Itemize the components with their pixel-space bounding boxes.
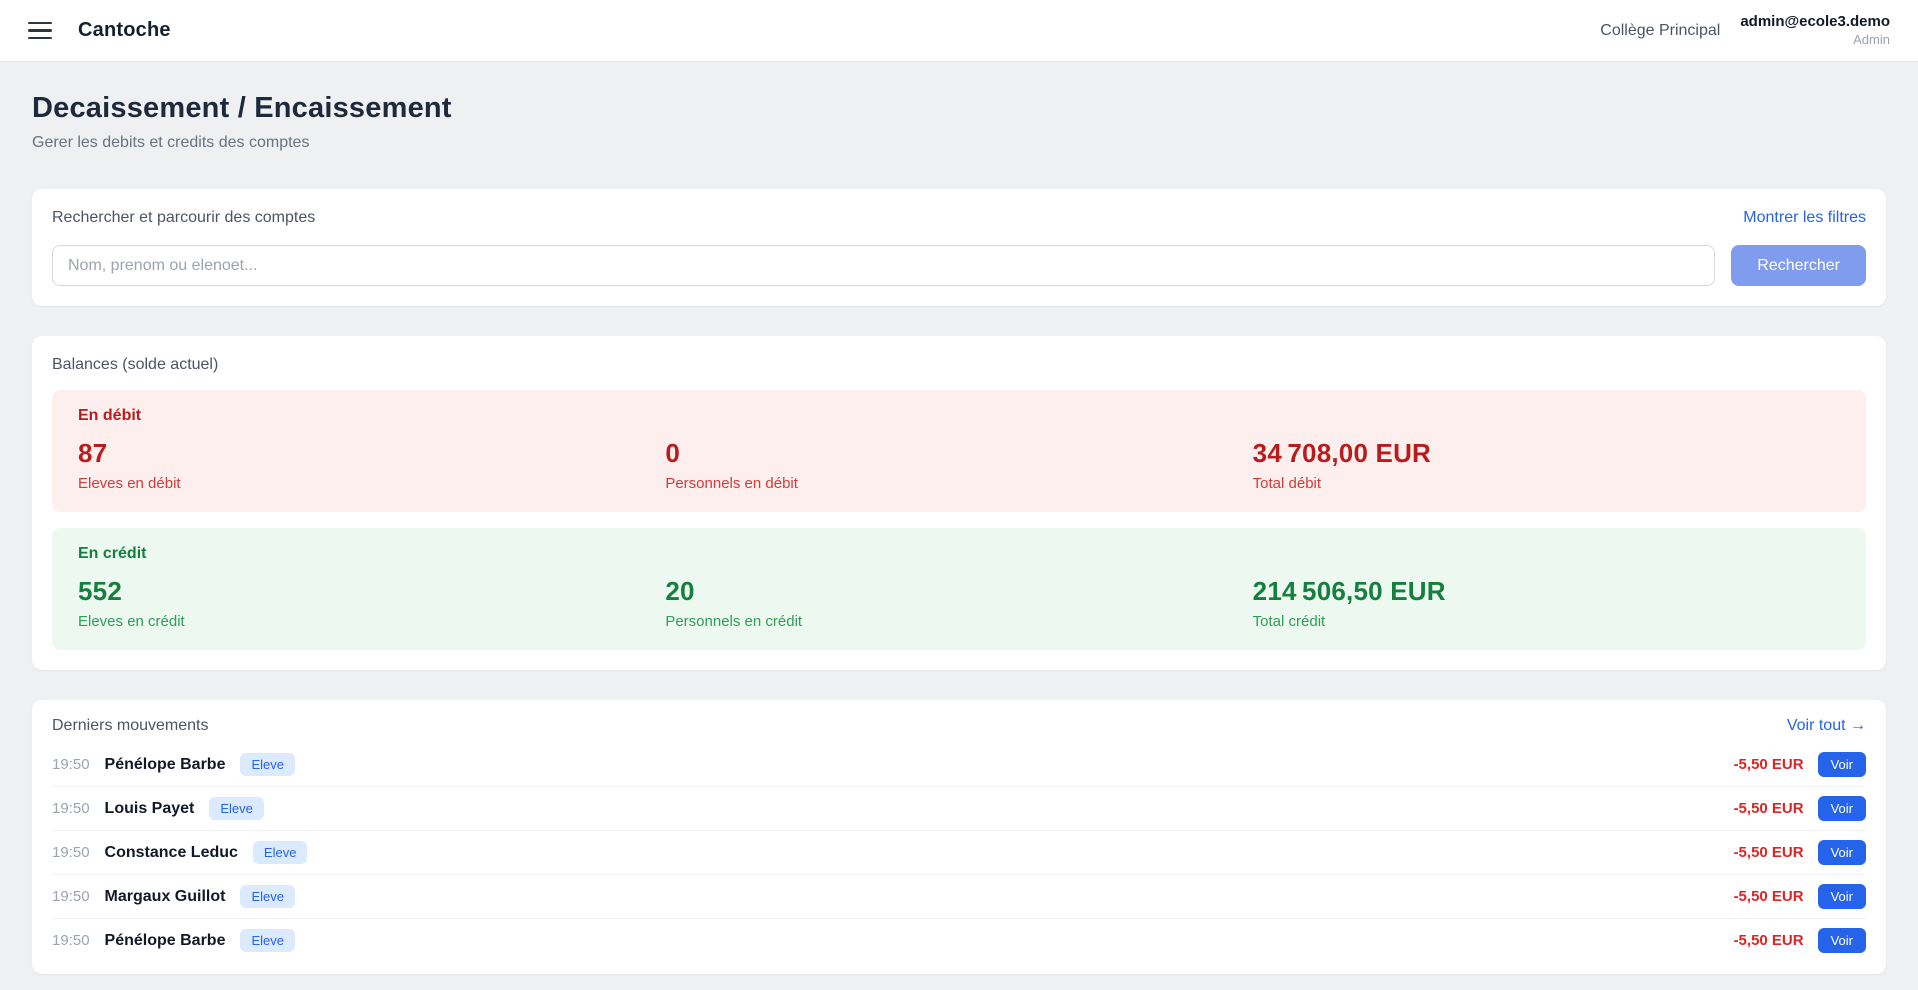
user-email: admin@ecole3.demo [1740, 13, 1890, 30]
movement-type-badge: Eleve [240, 929, 296, 952]
movement-amount: -5,50 EUR [1733, 800, 1804, 817]
see-all-link[interactable]: Voir tout → [1786, 717, 1866, 734]
app-header: Cantoche Collège Principal admin@ecole3.… [0, 0, 1918, 62]
debit-heading: En débit [78, 407, 142, 424]
stat-value: 552 [78, 576, 122, 606]
stat-label: Eleves en crédit [78, 613, 185, 630]
movement-name: Pénélope Barbe [104, 755, 226, 773]
credit-heading: En crédit [78, 545, 147, 562]
movement-row: 19:50 Pénélope Barbe Eleve -5,50 EUR Voir [52, 743, 1866, 786]
movement-time: 19:50 [52, 932, 90, 949]
movement-amount: -5,50 EUR [1733, 932, 1804, 949]
debit-panel: En débit 87 Eleves en débit 0 Personnels… [52, 390, 1866, 512]
movement-amount: -5,50 EUR [1733, 888, 1804, 905]
movement-time: 19:50 [52, 844, 90, 861]
stat-value: 214 506,50 EUR [1252, 576, 1446, 606]
movement-name: Margaux Guillot [104, 887, 226, 905]
stat-label: Total crédit [1252, 613, 1326, 630]
view-button[interactable]: Voir [1817, 884, 1866, 909]
movements-card: Derniers mouvements Voir tout → 19:50 Pén… [32, 700, 1886, 974]
view-button[interactable]: Voir [1817, 928, 1866, 953]
debit-students-stat: 87 Eleves en débit [78, 438, 665, 492]
stat-label: Total débit [1252, 475, 1322, 492]
page-title: Decaissement / Encaissement [32, 92, 452, 124]
stat-label: Personnels en crédit [665, 613, 803, 630]
balances-card: Balances (solde actuel) En débit 87 Elev… [32, 336, 1886, 670]
credit-students-stat: 552 Eleves en crédit [78, 576, 665, 630]
school-name: Collège Principal [1600, 21, 1721, 39]
movement-time: 19:50 [52, 888, 90, 905]
show-filters-link[interactable]: Montrer les filtres [1743, 209, 1866, 226]
movement-type-badge: Eleve [240, 885, 295, 908]
balances-title: Balances (solde actuel) [52, 356, 219, 373]
movement-row: 19:50 Constance Leduc Eleve -5,50 EUR Voir [52, 830, 1866, 874]
movement-name: Pénélope Barbe [104, 931, 226, 949]
movement-name: Constance Leduc [104, 843, 238, 861]
search-card-label: Rechercher et parcourir des comptes [52, 209, 316, 226]
movement-amount: -5,50 EUR [1733, 756, 1804, 773]
debit-staff-stat: 0 Personnels en débit [665, 438, 1252, 492]
movement-time: 19:50 [52, 800, 90, 817]
movement-name: Louis Payet [104, 799, 195, 817]
movement-amount: -5,50 EUR [1733, 844, 1804, 861]
menu-button[interactable] [26, 18, 54, 44]
movement-type-badge: Eleve [240, 753, 296, 776]
header-left: Cantoche [26, 18, 171, 44]
movements-title: Derniers mouvements [52, 717, 209, 734]
app-title: Cantoche [78, 19, 171, 41]
header-right: Collège Principal admin@ecole3.demo Admi… [1600, 13, 1890, 48]
movement-time: 19:50 [52, 756, 90, 773]
stat-label: Eleves en débit [78, 475, 181, 492]
credit-total-stat: 214 506,50 EUR Total crédit [1253, 576, 1840, 630]
movement-row: 19:50 Pénélope Barbe Eleve -5,50 EUR Voir [52, 918, 1866, 962]
search-button[interactable]: Rechercher [1731, 245, 1866, 286]
stat-value: 34 708,00 EUR [1252, 438, 1432, 468]
user-role: Admin [1853, 31, 1890, 47]
page-content: Decaissement / Encaissement Gerer les de… [0, 62, 1918, 974]
view-button[interactable]: Voir [1817, 796, 1866, 821]
hamburger-icon [28, 36, 52, 40]
credit-panel: En crédit 552 Eleves en crédit 20 Person… [52, 528, 1866, 650]
view-button[interactable]: Voir [1817, 752, 1866, 777]
credit-staff-stat: 20 Personnels en crédit [665, 576, 1252, 630]
search-card: Rechercher et parcourir des comptes Mont… [32, 189, 1886, 306]
movement-type-badge: Eleve [209, 797, 264, 820]
view-button[interactable]: Voir [1817, 840, 1866, 865]
hamburger-icon [28, 29, 52, 32]
stat-value: 0 [665, 438, 680, 468]
stat-value: 20 [665, 576, 695, 606]
stat-value: 87 [78, 438, 108, 468]
debit-total-stat: 34 708,00 EUR Total débit [1253, 438, 1840, 492]
stat-label: Personnels en débit [665, 475, 798, 492]
user-block: admin@ecole3.demo Admin [1740, 13, 1890, 48]
search-input[interactable] [52, 245, 1716, 286]
page-subtitle: Gerer les debits et credits des comptes [32, 134, 310, 151]
movement-type-badge: Eleve [252, 841, 308, 864]
movement-row: 19:50 Louis Payet Eleve -5,50 EUR Voir [52, 786, 1866, 830]
movement-row: 19:50 Margaux Guillot Eleve -5,50 EUR Voir [52, 874, 1866, 918]
hamburger-icon [28, 21, 52, 25]
movement-list: 19:50 Pénélope Barbe Eleve -5,50 EUR Voir 19:… [52, 743, 1866, 962]
